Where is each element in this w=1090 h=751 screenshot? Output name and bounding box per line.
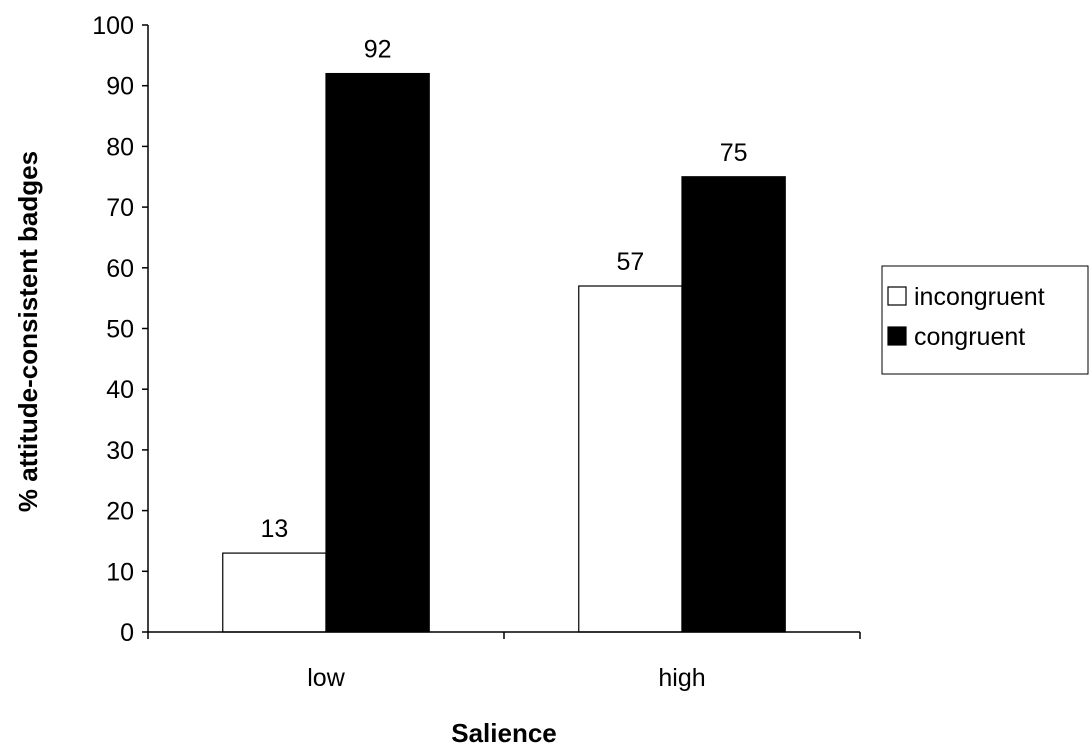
legend-label: incongruent — [914, 283, 1045, 311]
data-labels-layer: 13 92 57 75 — [260, 36, 747, 544]
y-tick-label: 50 — [106, 316, 134, 344]
bar — [222, 552, 327, 633]
y-tick-label: 20 — [106, 498, 134, 526]
legend-swatch — [887, 286, 907, 306]
y-ticks-layer: 0 10 20 30 40 50 60 70 80 90 100 — [92, 12, 148, 647]
legend-box — [881, 265, 1089, 375]
y-tick-label: 40 — [106, 376, 134, 404]
data-label: 92 — [364, 36, 392, 64]
legend-label: congruent — [914, 323, 1025, 351]
y-tick-label: 90 — [106, 73, 134, 101]
y-tick-label: 60 — [106, 255, 134, 283]
bar — [325, 72, 430, 633]
bars-layer — [222, 72, 786, 633]
data-label: 57 — [616, 248, 644, 276]
y-tick-label: 0 — [120, 619, 134, 647]
y-tick-label: 70 — [106, 194, 134, 222]
x-axis-title: Salience — [451, 718, 557, 748]
y-tick-label: 30 — [106, 437, 134, 465]
y-tick-label: 100 — [92, 12, 134, 40]
x-tick-label: high — [658, 664, 705, 692]
legend: incongruent congruent — [881, 265, 1089, 375]
y-tick-label: 10 — [106, 558, 134, 586]
x-ticks-layer: low high — [147, 632, 861, 692]
data-label: 75 — [720, 139, 748, 167]
legend-swatch — [887, 326, 907, 346]
bar — [578, 285, 683, 633]
bar — [681, 176, 786, 633]
y-axis-title: % attitude-consistent badges — [13, 151, 43, 512]
y-tick-label: 80 — [106, 133, 134, 161]
x-tick-label: low — [307, 664, 345, 692]
data-label: 13 — [260, 515, 288, 543]
